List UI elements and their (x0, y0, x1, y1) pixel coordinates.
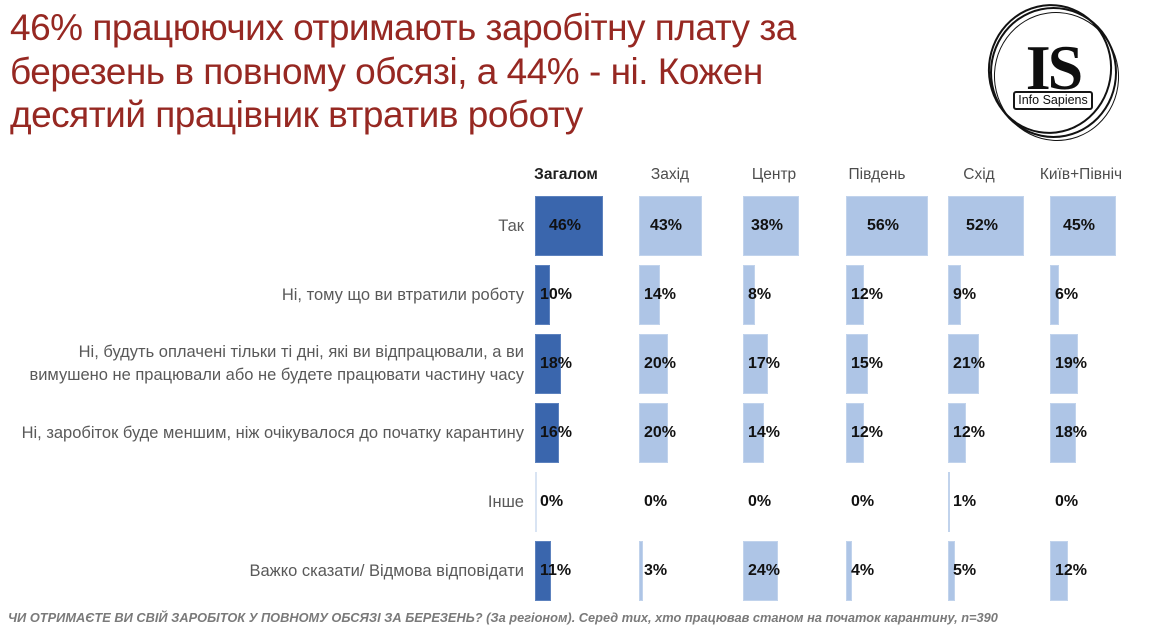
column-header-5: Схід (963, 166, 995, 183)
bar-value-label: 12% (851, 286, 884, 303)
column-header-3: Центр (751, 166, 797, 183)
bar-Загалом-row1 (535, 196, 603, 256)
bar-value-label: 1% (953, 493, 977, 510)
bar-value-label: 11% (540, 562, 572, 579)
bar-Схід-row2 (948, 265, 961, 325)
bar-value-label: 0% (1055, 493, 1079, 510)
bar-Схід-row4 (948, 403, 966, 463)
logo-circle-icon (990, 7, 1117, 138)
chart-footnote: ЧИ ОТРИМАЄТЕ ВИ СВІЙ ЗАРОБІТОК У ПОВНОМУ… (8, 610, 998, 625)
bar-value-label: 52% (966, 217, 999, 234)
bar-value-label: 12% (1055, 562, 1088, 579)
bar-value-label: 24% (748, 562, 781, 579)
bar-Київ+Північ-row1 (1050, 196, 1116, 256)
column-header-1: Загалом (534, 166, 598, 183)
bar-value-label: 15% (851, 355, 884, 372)
bar-Центр-row6 (743, 541, 778, 601)
bar-Київ+Північ-row3 (1050, 334, 1078, 394)
title-line-1: 46% працюючих отримають заробітну плату … (10, 7, 796, 48)
bar-value-label: 6% (1055, 286, 1079, 303)
bar-Центр-row5 (743, 472, 745, 532)
slide-title: 46% працюючих отримають заробітну плату … (10, 6, 970, 137)
bar-value-label: 4% (851, 562, 875, 579)
row-label-2: Ні, тому що ви втратили роботу (281, 285, 524, 304)
bar-value-label: 12% (851, 424, 884, 441)
bar-value-label: 14% (644, 286, 677, 303)
title-line-2: березень в повному обсязі, а 44% - ні. К… (10, 50, 763, 92)
bar-value-label: 38% (751, 217, 784, 234)
bar-Київ+Північ-row2 (1050, 265, 1059, 325)
bar-Захід-row1 (639, 196, 702, 256)
bar-value-label: 43% (650, 217, 683, 234)
bar-value-label: 21% (953, 355, 986, 372)
row-label-1: Так (498, 216, 524, 235)
bar-Південь-row4 (846, 403, 864, 463)
bar-value-label: 0% (748, 493, 772, 510)
bar-Схід-row3 (948, 334, 979, 394)
bar-value-label: 18% (540, 355, 573, 372)
bar-value-label: 3% (644, 562, 668, 579)
bar-Центр-row4 (743, 403, 764, 463)
bar-value-label: 56% (867, 217, 900, 234)
column-header-2: Захід (650, 166, 690, 183)
bar-value-label: 19% (1055, 355, 1088, 372)
bar-Південь-row3 (846, 334, 868, 394)
bar-Загалом-row3 (535, 334, 561, 394)
bar-Схід-row1 (948, 196, 1024, 256)
bar-Київ+Північ-row6 (1050, 541, 1068, 601)
bar-value-label: 10% (540, 286, 573, 303)
bar-value-label: 18% (1055, 424, 1088, 441)
bar-value-label: 20% (644, 355, 677, 372)
column-header-6: Київ+Північ (1039, 166, 1123, 183)
bar-Центр-row3 (743, 334, 768, 394)
bar-Схід-row6 (948, 541, 955, 601)
bar-Захід-row2 (639, 265, 660, 325)
bar-Київ+Північ-row4 (1050, 403, 1076, 463)
column-header-4: Південь (848, 166, 906, 183)
logo-monogram: IS (1025, 31, 1083, 103)
bar-Загалом-row6 (535, 541, 551, 601)
bar-Центр-row2 (743, 265, 755, 325)
bar-Захід-row5 (639, 472, 641, 532)
bar-Південь-row6 (846, 541, 852, 601)
bar-Південь-row2 (846, 265, 864, 325)
row-label-6: Важко сказати/ Відмова відповідати (249, 561, 524, 580)
bar-value-label: 5% (953, 562, 977, 579)
bar-Центр-row1 (743, 196, 799, 256)
bar-Захід-row4 (639, 403, 668, 463)
bar-Київ+Північ-row5 (1050, 472, 1052, 532)
row-label-3: Ні, будуть оплачені тільки ті дні, які в… (29, 343, 524, 384)
title-line-3: десятий працівник втратив роботу (10, 94, 583, 135)
row-label-5: Інше (487, 492, 524, 511)
info-sapiens-logo: IS Info Sapiens (977, 0, 1128, 150)
bar-value-label: 0% (851, 493, 875, 510)
bar-Захід-row3 (639, 334, 668, 394)
bar-value-label: 20% (644, 424, 677, 441)
bar-value-label: 12% (953, 424, 986, 441)
bar-Загалом-row5 (535, 472, 537, 532)
bar-Захід-row6 (639, 541, 643, 601)
bar-value-label: 0% (540, 493, 564, 510)
bar-value-label: 45% (1063, 217, 1096, 234)
bar-value-label: 8% (748, 286, 772, 303)
bar-value-label: 16% (540, 424, 573, 441)
bar-value-label: 14% (748, 424, 781, 441)
bar-Схід-row5 (948, 472, 950, 532)
logo-name: Info Sapiens (1013, 90, 1093, 110)
bar-value-label: 17% (748, 355, 781, 372)
bar-Південь-row1 (846, 196, 928, 256)
bar-value-label: 9% (953, 286, 977, 303)
bar-Загалом-row4 (535, 403, 559, 463)
bar-value-label: 46% (549, 217, 582, 234)
bar-Загалом-row2 (535, 265, 550, 325)
row-label-4: Ні, заробіток буде меншим, ніж очікувало… (21, 423, 524, 442)
bar-value-label: 0% (644, 493, 668, 510)
bar-Південь-row5 (846, 472, 848, 532)
